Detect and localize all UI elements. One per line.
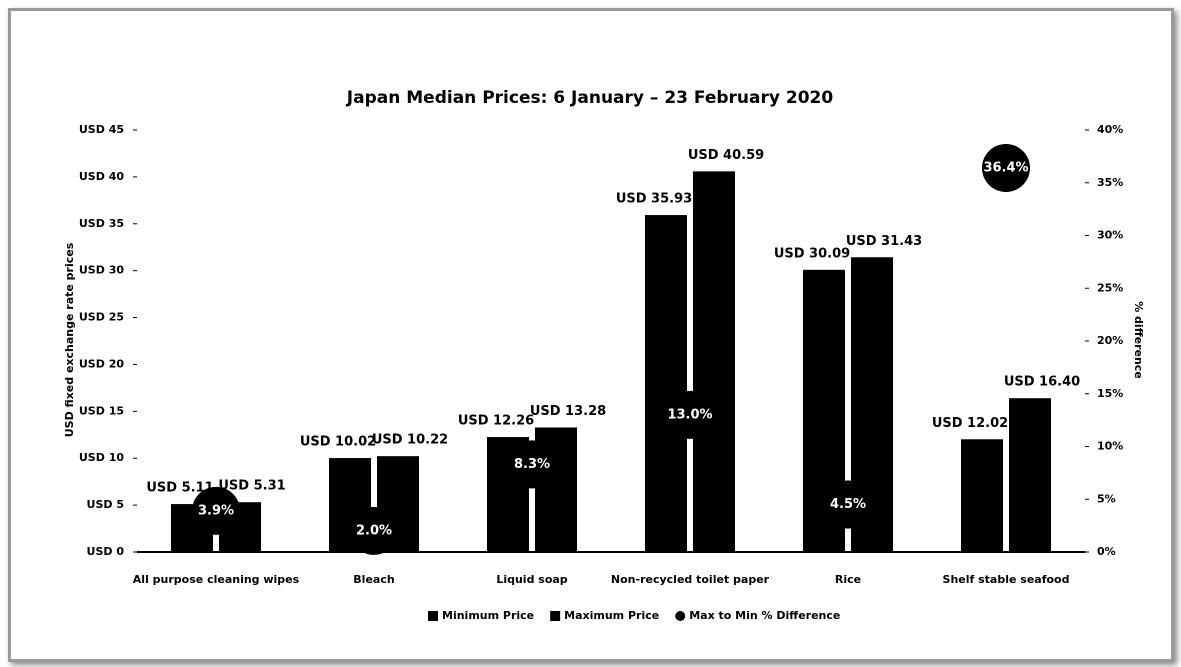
y2-tick-label: 35% [1097, 176, 1123, 189]
data-label: USD 30.09 [774, 246, 850, 261]
bar [1009, 398, 1051, 552]
y-tick-label: USD 0 [87, 545, 125, 558]
legend-label: Maximum Price [564, 609, 659, 622]
legend-label: Max to Min % Difference [689, 609, 840, 622]
data-label: USD 13.28 [530, 404, 606, 419]
data-label: USD 16.40 [1004, 375, 1080, 390]
diff-marker [508, 440, 556, 489]
y-tick-label: USD 35 [79, 217, 124, 230]
bar [693, 171, 735, 552]
data-label: 8.3% [514, 457, 550, 472]
x-tick-label: Bleach [353, 573, 394, 586]
x-tick-label: All purpose cleaning wipes [133, 573, 300, 586]
data-label: 36.4% [983, 160, 1028, 175]
x-tick-label: Shelf stable seafood [943, 573, 1070, 586]
legend-swatch [550, 611, 561, 621]
y2-tick-label: 40% [1097, 123, 1123, 136]
diff-marker [350, 506, 398, 555]
bar [961, 439, 1003, 552]
y2-tick-label: 0% [1097, 545, 1116, 558]
y-axis-label: USD fixed exchange rate prices [63, 242, 76, 437]
y-tick-label: USD 15 [79, 404, 124, 417]
y-tick-label: USD 5 [87, 498, 124, 511]
x-tick-label: Non-recycled toilet paper [611, 573, 770, 586]
bar [645, 215, 687, 552]
y2-tick-label: 20% [1097, 334, 1123, 347]
y2-tick-label: 5% [1097, 492, 1116, 505]
legend-swatch [428, 611, 438, 621]
legend-label: Minimum Price [442, 609, 534, 622]
y-tick-label: USD 45 [79, 123, 124, 136]
data-label: USD 31.43 [846, 234, 922, 249]
y-tick-label: USD 25 [79, 311, 124, 324]
data-label: USD 5.11 [146, 481, 213, 496]
diff-marker [192, 486, 240, 535]
y2-tick-label: 10% [1097, 440, 1123, 453]
data-label: USD 10.22 [372, 433, 448, 448]
data-label: 13.0% [667, 407, 712, 422]
data-label: USD 10.02 [300, 435, 376, 450]
y-tick-label: USD 10 [79, 451, 124, 464]
y2-axis-label: % difference [1132, 301, 1145, 379]
y-tick-label: USD 30 [79, 264, 124, 277]
data-label: USD 12.26 [458, 414, 534, 429]
data-label: 3.9% [198, 503, 234, 518]
chart-title: Japan Median Prices: 6 January – 23 Febr… [346, 88, 834, 108]
data-label: 2.0% [356, 523, 392, 538]
data-label: USD 5.31 [218, 479, 285, 494]
y2-tick-label: 30% [1097, 229, 1123, 242]
diff-marker [666, 390, 714, 439]
data-label: 4.5% [830, 497, 866, 512]
data-label: USD 12.02 [932, 416, 1008, 431]
x-tick-label: Rice [835, 573, 861, 586]
data-label: USD 40.59 [688, 148, 764, 163]
data-label: USD 35.93 [616, 192, 692, 207]
y2-tick-label: 25% [1097, 281, 1123, 294]
y2-tick-label: 15% [1097, 387, 1123, 400]
diff-marker [824, 480, 872, 529]
diff-marker [982, 143, 1030, 192]
y-tick-label: USD 20 [79, 357, 124, 370]
legend-swatch [675, 611, 686, 621]
y-tick-label: USD 40 [79, 170, 124, 183]
x-tick-label: Liquid soap [496, 573, 567, 586]
